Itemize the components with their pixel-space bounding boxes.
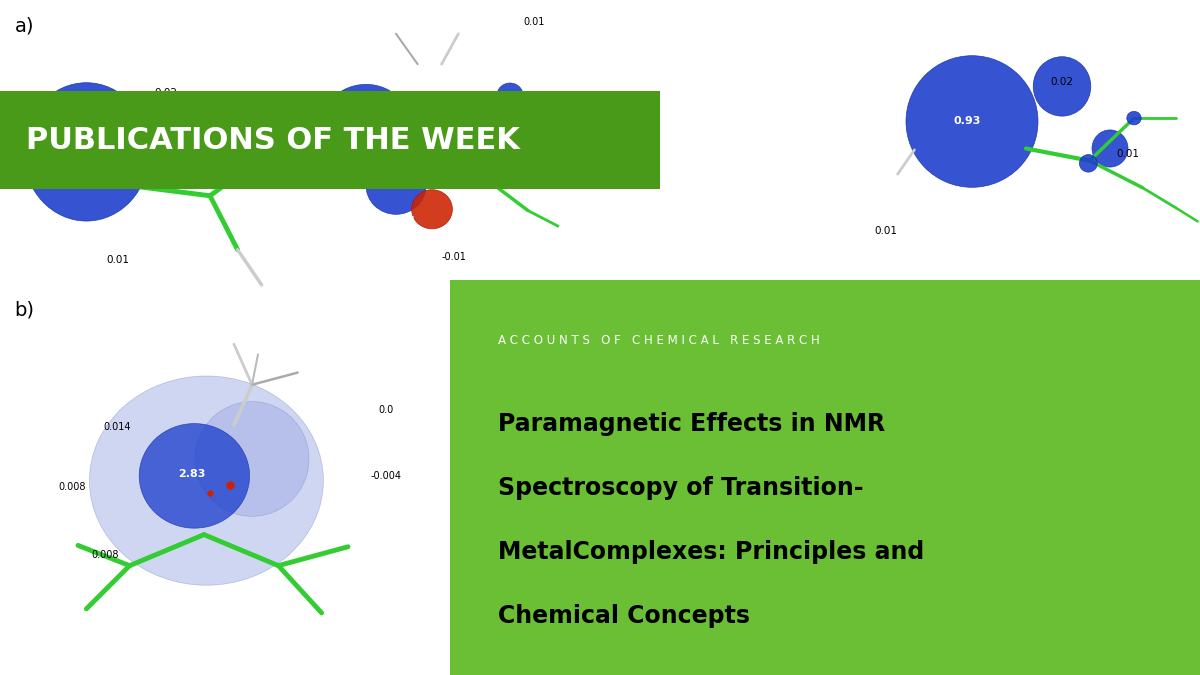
Text: PUBLICATIONS OF THE WEEK: PUBLICATIONS OF THE WEEK [26,126,521,155]
Text: 0.01: 0.01 [874,226,898,236]
Text: Chemical Concepts: Chemical Concepts [498,604,750,628]
Ellipse shape [139,424,250,528]
Ellipse shape [89,376,324,585]
Ellipse shape [1033,57,1091,116]
Ellipse shape [497,83,523,109]
Text: 0.71: 0.71 [49,147,76,157]
Text: A C C O U N T S   O F   C H E M I C A L   R E S E A R C H: A C C O U N T S O F C H E M I C A L R E … [498,334,820,348]
Ellipse shape [23,83,149,221]
Ellipse shape [1080,155,1098,172]
Text: 0.01: 0.01 [262,130,286,140]
Text: 0.01: 0.01 [106,255,130,265]
Bar [0,91,660,189]
Text: Paramagnetic Effects in NMR: Paramagnetic Effects in NMR [498,412,886,436]
Ellipse shape [194,402,310,516]
Ellipse shape [143,102,212,175]
Text: 0.01: 0.01 [523,17,545,26]
Text: 0.93: 0.93 [954,117,980,126]
Text: 2.83: 2.83 [179,469,205,479]
Text: 0.014: 0.014 [104,422,131,431]
Text: 0.02: 0.02 [154,88,178,98]
Ellipse shape [443,132,481,171]
Ellipse shape [906,56,1038,188]
Text: Spectroscopy of Transition-: Spectroscopy of Transition- [498,476,864,500]
Text: -0.04: -0.04 [388,217,416,226]
Ellipse shape [1127,111,1141,125]
Text: 0.16: 0.16 [413,151,439,160]
Text: 0.01: 0.01 [1116,149,1140,159]
Text: -0.10: -0.10 [542,125,566,134]
Ellipse shape [317,84,415,186]
Text: 0.008: 0.008 [92,550,119,560]
Ellipse shape [1092,130,1128,167]
Text: 0.0: 0.0 [379,406,394,415]
Text: b): b) [14,300,35,319]
Ellipse shape [404,92,452,140]
Text: a): a) [14,17,34,36]
Text: -0.01: -0.01 [442,252,466,261]
Bar [450,280,1200,675]
Ellipse shape [366,157,426,215]
Text: 0.008: 0.008 [59,483,85,492]
Text: 0.02: 0.02 [1050,78,1074,87]
Text: 0.07: 0.07 [228,171,252,180]
Text: MetalComplexes: Principles and: MetalComplexes: Principles and [498,540,924,564]
Ellipse shape [412,190,452,229]
Text: -0.15: -0.15 [388,103,416,113]
Text: -0.004: -0.004 [371,471,402,481]
Text: 0.87: 0.87 [344,132,371,141]
